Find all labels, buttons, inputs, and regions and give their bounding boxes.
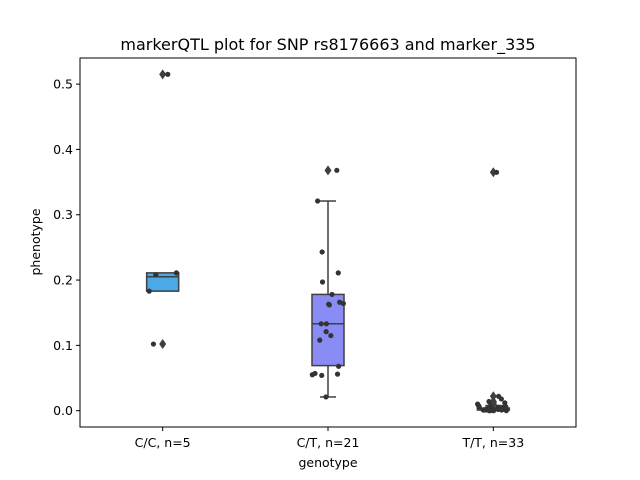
- chart-title: markerQTL plot for SNP rs8176663 and mar…: [120, 35, 535, 55]
- data-point-1-20: [326, 302, 332, 308]
- y-tick-label-3: 0.3: [53, 207, 73, 222]
- y-tick-label-2: 0.2: [53, 273, 73, 288]
- x-axis-label: genotype: [298, 455, 357, 470]
- x-tick-label-1: C/T, n=21: [297, 435, 360, 450]
- data-point-1-7: [340, 300, 346, 307]
- y-axis: 0.0 0.1 0.2 0.3 0.4 0.5: [53, 77, 80, 418]
- data-point-2-32: [487, 408, 493, 414]
- data-point-2-9: [476, 404, 482, 410]
- box-group-2: [476, 167, 511, 411]
- data-point-0-1: [173, 270, 180, 276]
- points-layer: [146, 71, 510, 414]
- outlier-marker-2-0: [489, 167, 497, 178]
- y-tick-label-0: 0.0: [53, 403, 73, 418]
- box-group-0: [145, 69, 180, 350]
- data-point-1-13: [317, 337, 323, 343]
- y-axis-label: phenotype: [28, 208, 43, 275]
- data-point-2-3: [486, 398, 492, 405]
- outlier-marker-1-0: [324, 165, 332, 176]
- data-point-1-9: [318, 321, 324, 327]
- y-tick-label-5: 0.5: [53, 77, 73, 92]
- outlier-marker-0-1: [159, 339, 167, 350]
- data-point-1-4: [319, 279, 326, 285]
- data-point-2-4: [502, 400, 508, 406]
- data-point-1-0: [334, 167, 340, 173]
- data-point-2-0: [493, 169, 500, 175]
- y-tick-label-4: 0.4: [53, 142, 73, 157]
- x-axis: C/C, n=5 C/T, n=21 T/T, n=33: [135, 427, 524, 450]
- outlier-marker-2-1: [489, 391, 497, 402]
- boxes-layer: [145, 69, 511, 411]
- data-point-1-17: [309, 372, 315, 378]
- data-point-1-2: [319, 249, 325, 255]
- data-point-2-28: [481, 407, 487, 413]
- box-0: [145, 272, 180, 292]
- data-point-1-14: [336, 363, 342, 369]
- outlier-marker-0-0: [159, 69, 167, 80]
- data-point-1-3: [335, 270, 341, 276]
- data-point-1-10: [323, 321, 330, 327]
- x-tick-label-0: C/C, n=5: [135, 435, 191, 450]
- data-point-1-18: [319, 372, 325, 379]
- data-point-0-2: [153, 272, 159, 278]
- data-point-1-19: [323, 394, 329, 400]
- y-tick-label-1: 0.1: [53, 338, 73, 353]
- data-point-1-12: [328, 332, 334, 339]
- data-point-0-0: [165, 71, 171, 77]
- data-point-1-16: [334, 371, 341, 377]
- x-tick-label-2: T/T, n=33: [461, 435, 524, 450]
- data-point-1-1: [315, 198, 321, 204]
- data-point-0-4: [150, 341, 157, 347]
- data-point-2-2: [498, 396, 504, 402]
- data-point-0-3: [146, 288, 152, 294]
- data-point-1-11: [323, 329, 329, 335]
- data-point-1-5: [329, 291, 335, 298]
- data-point-2-31: [503, 408, 509, 414]
- data-point-2-24: [499, 407, 505, 413]
